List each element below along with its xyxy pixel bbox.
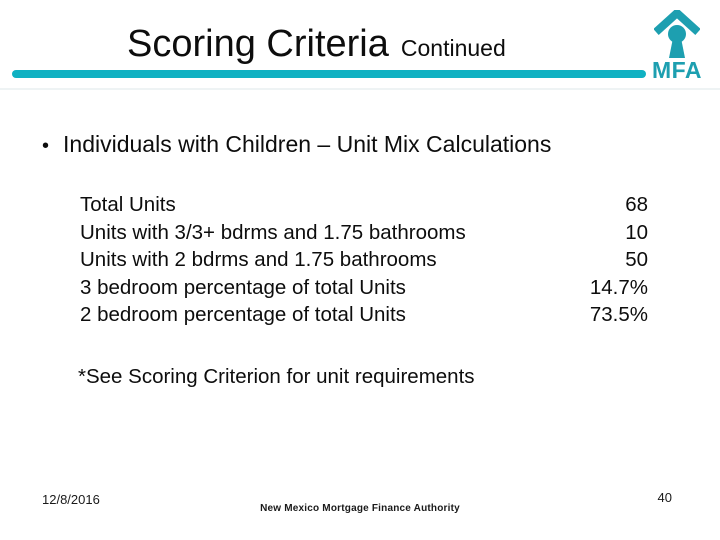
mfa-logo: MFA bbox=[648, 10, 706, 82]
footer-organization: New Mexico Mortgage Finance Authority bbox=[260, 503, 460, 514]
table-row: 2 bedroom percentage of total Units 73.5… bbox=[80, 301, 648, 329]
table-row: Total Units 68 bbox=[80, 191, 648, 219]
mfa-house-keyhole-icon bbox=[654, 10, 700, 58]
row-label: Units with 2 bdrms and 1.75 bathrooms bbox=[80, 248, 437, 271]
unit-mix-table: Total Units 68 Units with 3/3+ bdrms and… bbox=[80, 191, 648, 329]
row-label: 3 bedroom percentage of total Units bbox=[80, 275, 406, 299]
bullet-text: Individuals with Children – Unit Mix Cal… bbox=[63, 131, 552, 157]
rule-shadow-line bbox=[0, 88, 720, 90]
footer-page-number: 40 bbox=[657, 490, 672, 505]
footnote: *See Scoring Criterion for unit requirem… bbox=[78, 365, 475, 388]
row-value: 50 bbox=[625, 248, 648, 271]
bullet-item: • Individuals with Children – Unit Mix C… bbox=[42, 128, 551, 162]
row-label: 2 bedroom percentage of total Units bbox=[80, 303, 406, 326]
row-value: 68 bbox=[625, 193, 648, 216]
row-label: Total Units bbox=[80, 193, 176, 216]
table-row: Units with 2 bdrms and 1.75 bathrooms 50 bbox=[80, 246, 648, 274]
page-title-suffix: Continued bbox=[400, 35, 506, 61]
slide-title: Scoring Criteria Continued bbox=[127, 22, 506, 66]
bullet-marker: • bbox=[42, 135, 50, 157]
row-value: 10 bbox=[625, 220, 648, 244]
page-title: Scoring Criteria bbox=[127, 23, 389, 65]
row-value: 73.5% bbox=[589, 303, 648, 326]
mfa-logo-text: MFA bbox=[651, 57, 703, 83]
accent-divider bbox=[12, 70, 646, 78]
table-row: Units with 3/3+ bdrms and 1.75 bathrooms… bbox=[80, 219, 648, 247]
row-label: Units with 3/3+ bdrms and 1.75 bathrooms bbox=[80, 220, 466, 244]
row-value: 14.7% bbox=[589, 275, 648, 299]
table-row: 3 bedroom percentage of total Units 14.7… bbox=[80, 274, 648, 302]
footer-date: 12/8/2016 bbox=[42, 492, 100, 507]
